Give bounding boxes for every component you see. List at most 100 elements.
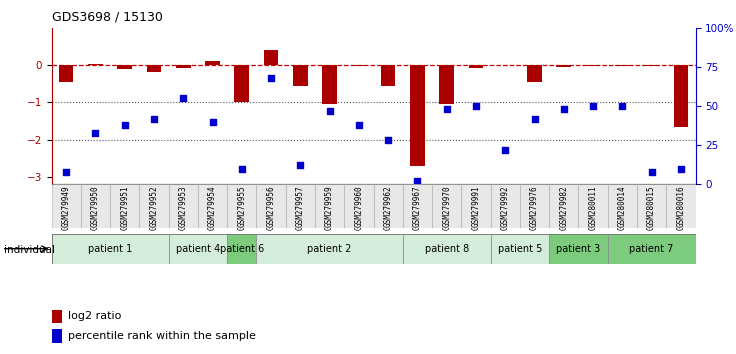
FancyBboxPatch shape [169, 184, 198, 228]
Text: GSM279970: GSM279970 [442, 185, 451, 227]
FancyBboxPatch shape [315, 184, 344, 228]
FancyBboxPatch shape [198, 184, 227, 228]
FancyBboxPatch shape [491, 234, 549, 264]
Point [499, 147, 511, 153]
Point [118, 122, 130, 128]
FancyBboxPatch shape [256, 234, 403, 264]
Text: GSM279953: GSM279953 [179, 185, 188, 227]
FancyBboxPatch shape [491, 184, 520, 228]
Point [382, 138, 394, 143]
Text: GSM279952: GSM279952 [149, 185, 158, 227]
Bar [88, 64, 103, 65]
Bar [410, 65, 425, 166]
Text: GSM279949: GSM279949 [62, 185, 71, 227]
FancyBboxPatch shape [286, 184, 315, 228]
Text: log2 ratio: log2 ratio [68, 311, 121, 321]
Point [207, 119, 219, 125]
Text: patient 1: patient 1 [88, 244, 132, 254]
FancyBboxPatch shape [549, 184, 578, 228]
Point [324, 108, 336, 114]
Text: GSM279991: GSM279991 [472, 185, 481, 227]
Point [441, 107, 453, 112]
Text: percentile rank within the sample: percentile rank within the sample [68, 331, 256, 341]
Point [353, 122, 365, 128]
Bar [235, 65, 249, 103]
Text: GSM280016: GSM280016 [676, 185, 685, 227]
Bar [117, 65, 132, 69]
Bar [205, 61, 220, 65]
Point [528, 116, 540, 121]
Bar [146, 65, 161, 72]
Bar [673, 65, 688, 127]
Bar [469, 65, 484, 68]
Point [617, 103, 629, 109]
Point [236, 166, 248, 171]
Bar [527, 65, 542, 82]
Text: patient 5: patient 5 [498, 244, 542, 254]
Text: GSM280011: GSM280011 [589, 185, 598, 227]
Text: GSM279956: GSM279956 [266, 185, 275, 227]
Text: GSM280014: GSM280014 [618, 185, 627, 227]
Bar [52, 329, 62, 343]
Bar [293, 65, 308, 86]
Point [177, 96, 189, 101]
Text: GSM279976: GSM279976 [530, 185, 539, 227]
Text: GSM279962: GSM279962 [383, 185, 393, 227]
Text: patient 4: patient 4 [176, 244, 220, 254]
Bar [52, 309, 62, 323]
Point [294, 162, 306, 168]
FancyBboxPatch shape [256, 184, 286, 228]
Point [265, 75, 277, 81]
FancyBboxPatch shape [374, 184, 403, 228]
Text: GSM279955: GSM279955 [237, 185, 247, 227]
Bar [439, 65, 454, 104]
FancyBboxPatch shape [549, 234, 608, 264]
Bar [59, 65, 74, 82]
FancyBboxPatch shape [344, 184, 374, 228]
Text: GSM279951: GSM279951 [120, 185, 130, 227]
Bar [322, 65, 337, 104]
FancyBboxPatch shape [403, 184, 432, 228]
Point [470, 103, 482, 109]
Text: GSM279957: GSM279957 [296, 185, 305, 227]
Point [587, 103, 599, 109]
Text: patient 8: patient 8 [425, 244, 469, 254]
Bar [381, 65, 395, 86]
FancyBboxPatch shape [52, 234, 169, 264]
FancyBboxPatch shape [52, 184, 81, 228]
FancyBboxPatch shape [227, 184, 256, 228]
Bar [615, 65, 630, 66]
FancyBboxPatch shape [139, 184, 169, 228]
Point [60, 169, 72, 175]
Text: GSM279959: GSM279959 [325, 185, 334, 227]
Bar [352, 65, 367, 66]
FancyBboxPatch shape [608, 234, 696, 264]
Text: patient 6: patient 6 [219, 244, 264, 254]
Text: patient 3: patient 3 [556, 244, 601, 254]
Point [148, 116, 160, 121]
FancyBboxPatch shape [461, 184, 491, 228]
Text: GDS3698 / 15130: GDS3698 / 15130 [52, 11, 163, 24]
Point [645, 169, 657, 175]
Bar [586, 65, 601, 66]
Text: GSM279954: GSM279954 [208, 185, 217, 227]
Bar [263, 50, 278, 65]
FancyBboxPatch shape [578, 184, 608, 228]
Point [675, 166, 687, 171]
Bar [556, 65, 571, 67]
Text: GSM279967: GSM279967 [413, 185, 422, 227]
FancyBboxPatch shape [432, 184, 461, 228]
Text: GSM279982: GSM279982 [559, 185, 568, 227]
FancyBboxPatch shape [169, 234, 227, 264]
Text: individual: individual [4, 245, 54, 255]
Point [90, 130, 102, 136]
FancyBboxPatch shape [81, 184, 110, 228]
Text: GSM280015: GSM280015 [647, 185, 656, 227]
Text: patient 2: patient 2 [308, 244, 352, 254]
FancyBboxPatch shape [608, 184, 637, 228]
Bar [644, 65, 659, 66]
Point [558, 107, 570, 112]
FancyBboxPatch shape [227, 234, 256, 264]
FancyBboxPatch shape [110, 184, 139, 228]
Point [411, 178, 423, 184]
